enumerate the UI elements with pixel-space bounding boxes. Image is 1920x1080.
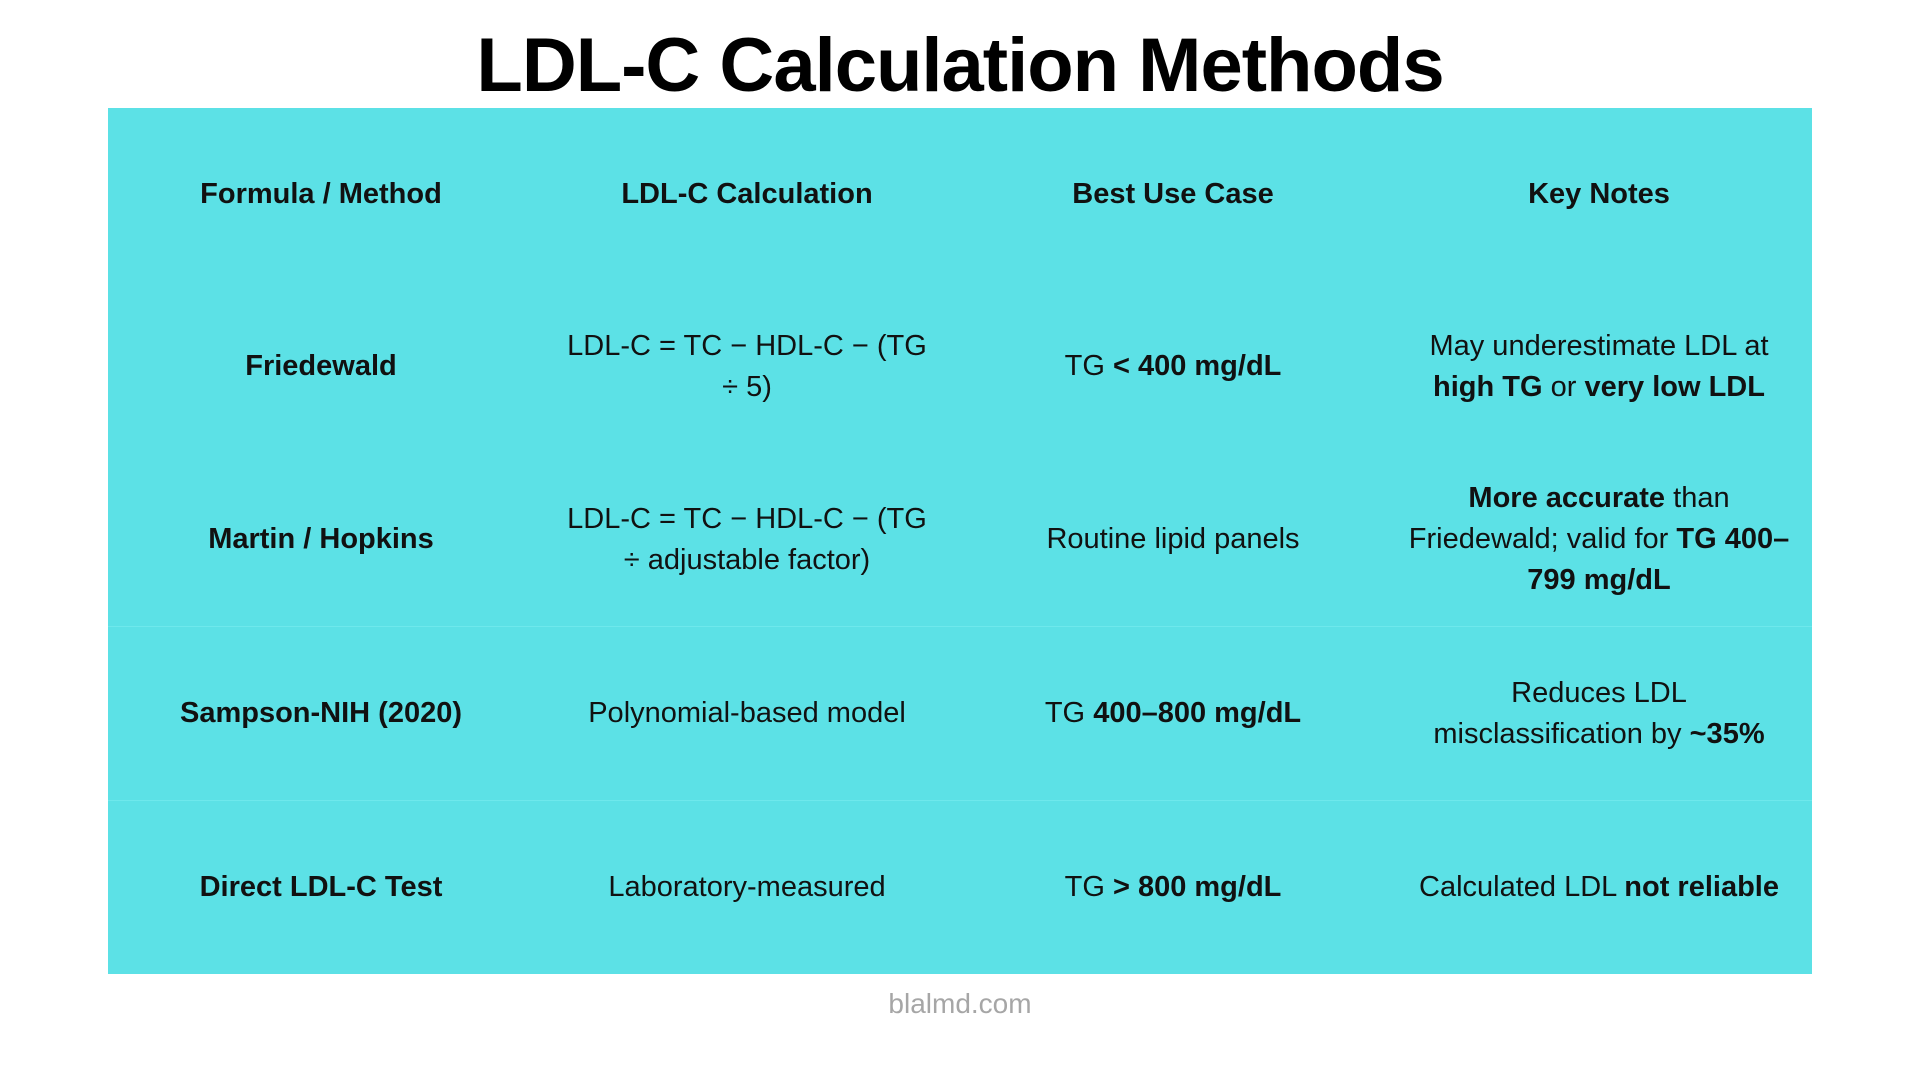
cell-text: TG [1064, 350, 1113, 382]
table-row: Friedewald LDL-C = TC − HDL-C − (TG ÷ 5) T… [108, 280, 1812, 453]
table-cell: LDL-C = TC − HDL-C − (TG ÷ 5) [534, 280, 960, 453]
cell-text: high TG [1433, 370, 1543, 403]
cell-text: TG [1064, 871, 1113, 903]
table-cell: Direct LDL-C Test [108, 800, 534, 974]
cell-text: May underestimate LDL at [1429, 329, 1769, 362]
column-header: Key Notes [1528, 177, 1670, 210]
table-cell: TG 400–800 mg/dL [960, 626, 1386, 801]
cell-text: or [1542, 370, 1585, 403]
table-cell: Routine lipid panels [960, 453, 1386, 627]
table-cell: Martin / Hopkins [108, 453, 534, 627]
table-cell: More accurate than Friedewald; valid for… [1386, 453, 1812, 627]
cell-text: TG [1044, 697, 1094, 729]
cell-text: LDL-C = TC − HDL-C − (TG ÷ adjustable fa… [567, 502, 927, 576]
header-row: Formula / Method LDL-C Calculation Best Us… [108, 108, 1812, 280]
table-cell: Friedewald [108, 280, 534, 453]
cell-text: > 800 mg/dL [1112, 871, 1282, 903]
cell-text: TG 400–799 mg/dL [1527, 523, 1790, 596]
table-cell: Reduces LDL misclassification by ~35% [1386, 626, 1812, 801]
column-header: Best Use Case [1072, 177, 1274, 210]
cell-text: Calculated LDL [1419, 871, 1625, 903]
cell-text: More accurate [1468, 482, 1666, 514]
table-row: Martin / Hopkins LDL-C = TC − HDL-C − (TG… [108, 453, 1812, 627]
table-cell: TG > 800 mg/dL [960, 800, 1386, 974]
methods-table: Formula / Method LDL-C Calculation Best Us… [108, 108, 1812, 974]
table-cell: Calculated LDL not reliable [1386, 800, 1812, 974]
cell-text: Routine lipid panels [1046, 523, 1300, 555]
cell-text: 400–800 mg/dL [1093, 697, 1302, 729]
table-cell: Sampson-NIH (2020) [108, 626, 534, 801]
cell-text: Martin / Hopkins [208, 523, 434, 555]
cell-text: than Friedewald; valid for [1408, 482, 1730, 555]
cell-text: very low LDL [1584, 370, 1765, 403]
table-cell: LDL-C = TC − HDL-C − (TG ÷ adjustable fa… [534, 453, 960, 627]
table-cell: May underestimate LDL at high TG or very… [1386, 280, 1812, 453]
cell-text: Friedewald [245, 350, 397, 382]
table-cell: Laboratory-measured [534, 800, 960, 974]
table-row: Direct LDL-C Test Laboratory-measured TG >… [108, 800, 1812, 974]
table-cell: Polynomial-based model [534, 626, 960, 801]
table-row: Sampson-NIH (2020) Polynomial-based model… [108, 626, 1812, 801]
cell-text: Laboratory-measured [608, 871, 886, 903]
cell-text: not reliable [1624, 871, 1779, 903]
column-header: LDL-C Calculation [621, 177, 873, 210]
cell-text: ~35% [1689, 717, 1765, 750]
table-body: Friedewald LDL-C = TC − HDL-C − (TG ÷ 5) T… [108, 280, 1812, 974]
cell-text: Polynomial-based model [588, 697, 906, 729]
cell-text: LDL-C = TC − HDL-C − (TG ÷ 5) [567, 329, 927, 403]
source: blalmd.com [888, 988, 1032, 1019]
cell-text: Direct LDL-C Test [199, 871, 443, 903]
cell-text: < 400 mg/dL [1112, 350, 1282, 382]
table-cell: TG < 400 mg/dL [960, 280, 1386, 453]
cell-text: Sampson-NIH (2020) [179, 697, 462, 729]
cell-text: Reduces LDL misclassification by [1433, 676, 1690, 750]
title: LDL-C Calculation Methods [476, 23, 1444, 108]
column-header: Formula / Method [200, 177, 442, 210]
